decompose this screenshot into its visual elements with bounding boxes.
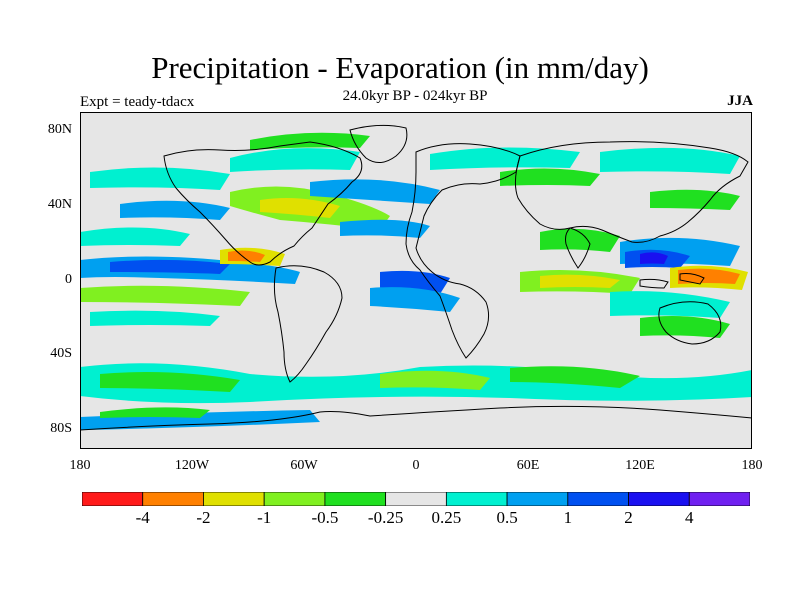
colorbar-segment	[263, 492, 326, 506]
colorbar-segment	[445, 492, 508, 506]
field-patch	[640, 252, 668, 264]
colorbar-segment	[324, 492, 387, 506]
field-patch	[340, 219, 430, 238]
colorbar-segment	[142, 492, 204, 506]
coastline	[679, 273, 705, 285]
colorbar-segment	[628, 492, 690, 506]
colorbar-segment	[203, 492, 265, 506]
colorbar-label: -0.25	[367, 508, 404, 527]
lon-tick-label: 60E	[516, 458, 540, 473]
field-patch	[80, 285, 250, 306]
map-frame	[80, 112, 752, 449]
field-patch	[228, 250, 265, 262]
field-patch	[80, 227, 190, 246]
lat-tick-label: 0	[65, 271, 72, 287]
season-label: JJA	[727, 93, 753, 109]
lat-tick-label: 40S	[50, 346, 72, 362]
colorbar-segment	[82, 492, 144, 506]
field-patch	[500, 168, 600, 186]
field-patch	[260, 198, 340, 218]
colorbar-label: 0.5	[496, 508, 518, 527]
colorbar	[82, 492, 750, 506]
coastline	[273, 265, 343, 383]
field-patch	[650, 189, 740, 210]
coastline	[658, 301, 722, 345]
field-patch	[540, 228, 620, 252]
colorbar-label: -1	[257, 508, 272, 527]
field-patch	[430, 147, 580, 170]
experiment-label: Expt = teady-tdacx	[80, 94, 195, 110]
field-patch	[540, 274, 620, 288]
lon-tick-label: 60W	[290, 458, 318, 473]
field-patch	[510, 366, 640, 388]
field-patch	[100, 372, 240, 392]
lon-tick-label: 0	[412, 458, 420, 473]
field-patch	[678, 268, 740, 284]
colorbar-label: -4	[135, 508, 150, 527]
pe-field-patches	[80, 132, 752, 430]
field-patch	[100, 407, 210, 418]
colorbar-segment	[688, 492, 750, 506]
lat-tick-label: 80S	[50, 421, 72, 437]
coastline	[514, 141, 749, 243]
colorbar-segment	[506, 492, 569, 506]
lon-tick-label: 120W	[174, 458, 210, 473]
lat-tick-label: 80N	[47, 121, 72, 137]
field-patch	[600, 147, 740, 174]
field-patch	[230, 148, 360, 172]
colorbar-label: -0.5	[311, 508, 339, 527]
coastlines	[80, 124, 752, 431]
field-patch	[90, 310, 220, 326]
world-map	[80, 112, 752, 449]
field-patch	[640, 316, 730, 338]
colorbar-label: 2	[624, 508, 633, 527]
field-patch	[110, 259, 230, 274]
lon-tick-label: 180	[69, 458, 91, 473]
field-patch	[90, 167, 230, 190]
map-subtitle: 24.0kyr BP - 024kyr BP	[342, 88, 488, 104]
colorbar-label: 1	[563, 508, 573, 527]
colorbar-label: 4	[685, 508, 694, 527]
colorbar-segment	[385, 492, 447, 506]
coastline	[80, 405, 752, 431]
lon-tick-label: 120E	[625, 458, 655, 473]
field-patch	[380, 370, 490, 390]
coastline	[565, 227, 591, 269]
colorbar-label: -2	[196, 508, 211, 527]
coastline	[349, 124, 408, 163]
coastline	[639, 278, 669, 289]
coastline	[163, 141, 363, 266]
colorbar-label: 0.25	[431, 508, 462, 527]
map-title: Precipitation - Evaporation (in mm/day)	[151, 50, 649, 85]
coastline	[405, 143, 521, 359]
field-patch	[310, 179, 440, 204]
lat-tick-label: 40N	[47, 196, 72, 212]
colorbar-segment	[567, 492, 629, 506]
lon-tick-label: 180	[741, 458, 763, 473]
